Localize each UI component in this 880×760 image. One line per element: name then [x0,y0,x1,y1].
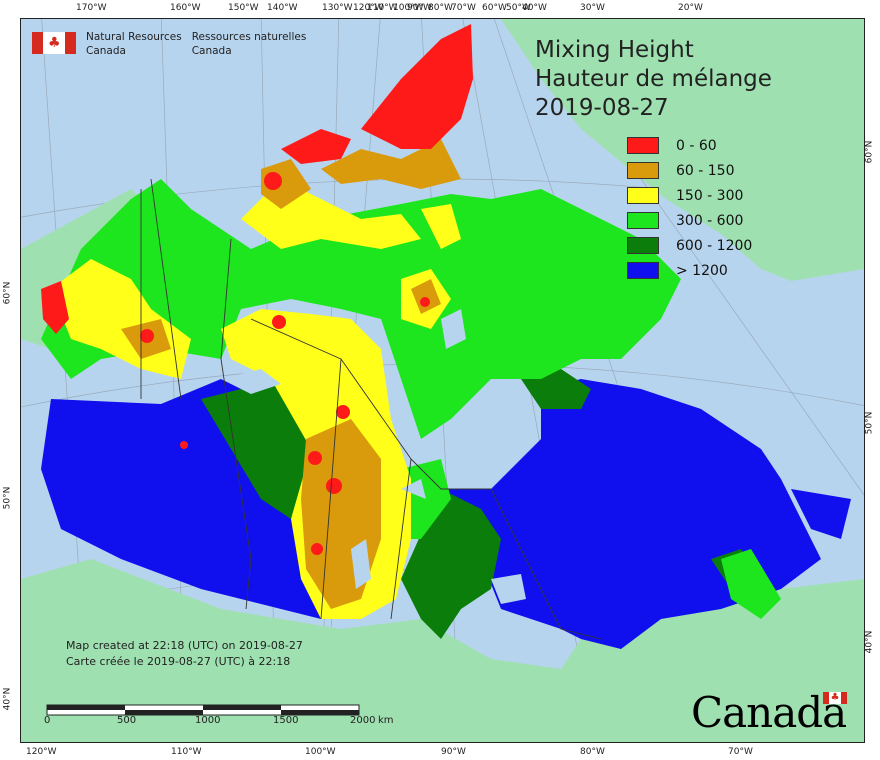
united-states [21,559,864,742]
legend-label: 600 - 1200 [676,237,753,254]
top-longitude-label: 140°W [267,3,298,13]
legend-entry: 60 - 150 [627,158,752,183]
canada-flag-icon: ♣ [32,32,76,54]
bottom-longitude-label: 110°W [171,747,202,757]
top-longitude-label: 70°W [451,3,476,13]
top-longitude-label: 170°W [76,3,107,13]
scale-unit: km [378,715,394,726]
title-english: Mixing Height [535,37,694,63]
top-longitude-label: 100°W [393,3,424,13]
legend-label: 60 - 150 [676,162,735,179]
top-longitude-label: 50°W [506,3,531,13]
legend-swatch [627,212,659,229]
legend-swatch [627,237,659,254]
legend-label: > 1200 [676,262,728,279]
left-latitude-label: 60°N [2,281,13,305]
legend-entry: 0 - 60 [627,133,752,158]
legend: 0 - 60 60 - 150 150 - 300 300 - 600 600 - 12… [627,133,752,283]
credit-fr: Carte créée le 2019-08-27 (UTC) à 22:18 [66,655,291,668]
title-french: Hauteur de mélange [535,66,772,92]
legend-swatch [627,187,659,204]
legend-label: 0 - 60 [676,137,717,154]
canada-wordmark: Canada [691,688,847,737]
legend-label: 300 - 600 [676,212,744,229]
bottom-longitude-label: 90°W [441,747,466,757]
legend-entry: > 1200 [627,258,752,283]
agency-name-fr: Ressources naturelles Canada [191,31,307,57]
top-longitude-label: 90°W [407,3,432,13]
right-latitude-label: 60°N [864,140,875,164]
map-panel [20,18,865,743]
scale-label: 0 [44,715,51,726]
lakes [221,309,526,604]
scale-label: 500 [117,715,137,726]
greenland [501,19,864,281]
right-latitude-label: 50°N [864,411,875,435]
agency-signature: ♣ Natural Resources Canada Ressources na… [32,30,306,58]
top-longitude-label: 120°W [353,3,384,13]
top-longitude-label: 160°W [170,3,201,13]
map-title: Mixing Height Hauteur de mélange 2019-08… [535,36,772,123]
scale-label: 1500 [273,715,299,726]
bottom-longitude-label: 70°W [728,747,753,757]
top-longitude-label: 130°W [322,3,353,13]
province-borders [140,178,602,640]
scale-label: 1000 [195,715,221,726]
iceland [821,19,864,49]
bottom-longitude-label: 120°W [26,747,57,757]
top-longitude-label: 40°W [522,3,547,13]
top-longitude-label: 80°W [428,3,453,13]
agency-name-en: Natural Resources Canada [86,31,182,57]
left-latitude-label: 40°N [2,687,13,711]
credit-text: Map created at 22:18 (UTC) on 2019-08-27… [66,638,303,670]
top-longitude-label: 30°W [580,3,605,13]
top-longitude-label: 110°W [367,3,398,13]
title-date: 2019-08-27 [535,95,669,121]
scale-bar [46,704,360,716]
top-longitude-label: 20°W [678,3,703,13]
top-longitude-label: 150°W [228,3,259,13]
right-latitude-label: 40°N [864,630,875,654]
top-longitude-label: 60°W [482,3,507,13]
legend-swatch [627,162,659,179]
credit-en: Map created at 22:18 (UTC) on 2019-08-27 [66,639,303,652]
legend-entry: 150 - 300 [627,183,752,208]
scale-label: 2000 [350,715,376,726]
bottom-longitude-label: 80°W [580,747,605,757]
legend-swatch [627,137,659,154]
left-latitude-label: 50°N [2,486,13,510]
legend-label: 150 - 300 [676,187,744,204]
wordmark-flag-icon: ♣ [823,692,847,704]
map-canvas [21,19,864,742]
legend-entry: 300 - 600 [627,208,752,233]
legend-entry: 600 - 1200 [627,233,752,258]
bottom-longitude-label: 100°W [305,747,336,757]
legend-swatch [627,262,659,279]
